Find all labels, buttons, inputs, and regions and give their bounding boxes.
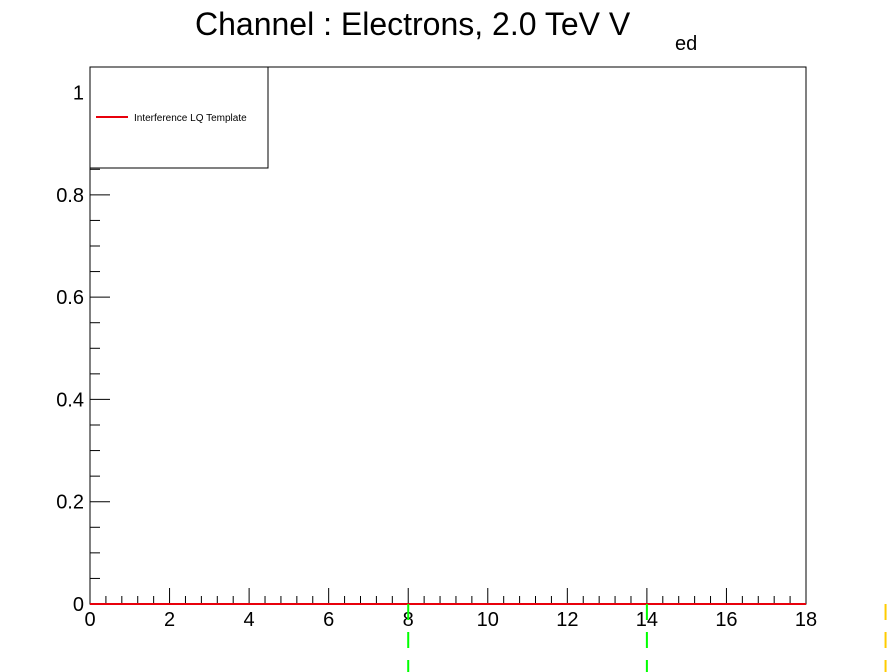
x-tick-label: 12 xyxy=(556,609,578,631)
x-tick-label: 10 xyxy=(477,609,499,631)
y-tick-label: 0.2 xyxy=(56,492,84,514)
chart-title-subscript: ed xyxy=(675,33,697,55)
chart-title-main: Channel : Electrons, 2.0 TeV V xyxy=(195,6,631,42)
x-tick-label: 0 xyxy=(84,609,95,631)
vertical-lines-layer xyxy=(407,604,887,672)
y-tick-label: 0.6 xyxy=(56,287,84,309)
y-tick-label: 0.4 xyxy=(56,389,84,411)
x-tick-label: 18 xyxy=(795,609,817,631)
x-tick-label: 6 xyxy=(323,609,334,631)
y-tick-label: 0 xyxy=(73,594,84,616)
y-axis-tick-labels: 0 0.2 0.4 0.6 0.8 1 xyxy=(56,83,84,616)
x-tick-label: 2 xyxy=(164,609,175,631)
y-tick-label: 0.8 xyxy=(56,185,84,207)
y-tick-label: 1 xyxy=(73,83,84,105)
x-tick-label: 4 xyxy=(244,609,255,631)
x-tick-label: 16 xyxy=(715,609,737,631)
x-axis-ticks xyxy=(89,588,807,604)
chart-title: Channel : Electrons, 2.0 TeV V xyxy=(195,6,631,42)
legend-label-interference-lq-template: Interference LQ Template xyxy=(134,113,247,124)
legend: Interference LQ Template xyxy=(89,66,269,169)
